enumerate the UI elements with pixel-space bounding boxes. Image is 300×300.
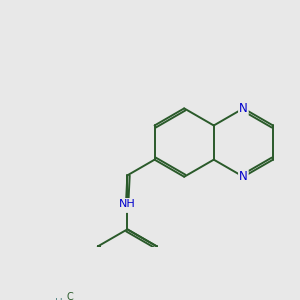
Text: NH: NH bbox=[119, 199, 136, 209]
Text: N: N bbox=[239, 170, 248, 183]
Text: O: O bbox=[121, 199, 130, 212]
Text: N: N bbox=[239, 102, 248, 115]
Text: H: H bbox=[56, 298, 63, 300]
Text: C: C bbox=[66, 292, 73, 300]
